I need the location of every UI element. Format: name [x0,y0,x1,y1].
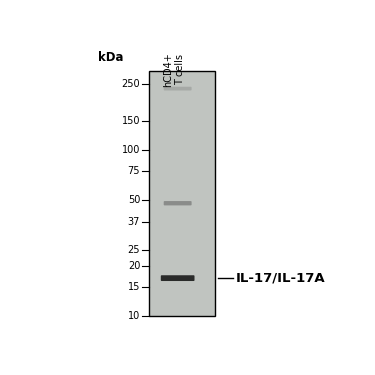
Text: 10: 10 [128,311,140,321]
Text: 250: 250 [122,79,140,89]
Text: 150: 150 [122,116,140,126]
Text: kDa: kDa [98,51,124,64]
Text: 75: 75 [128,166,140,176]
Text: 15: 15 [128,282,140,292]
Text: 100: 100 [122,145,140,155]
FancyBboxPatch shape [161,275,195,281]
FancyBboxPatch shape [148,71,215,316]
Text: hCD4+
T cells: hCD4+ T cells [164,52,185,87]
Text: 20: 20 [128,261,140,272]
FancyBboxPatch shape [164,201,192,206]
Text: IL-17/IL-17A: IL-17/IL-17A [236,272,326,285]
FancyBboxPatch shape [164,87,192,90]
Text: 50: 50 [128,195,140,205]
Text: 25: 25 [128,245,140,255]
Text: 37: 37 [128,217,140,227]
